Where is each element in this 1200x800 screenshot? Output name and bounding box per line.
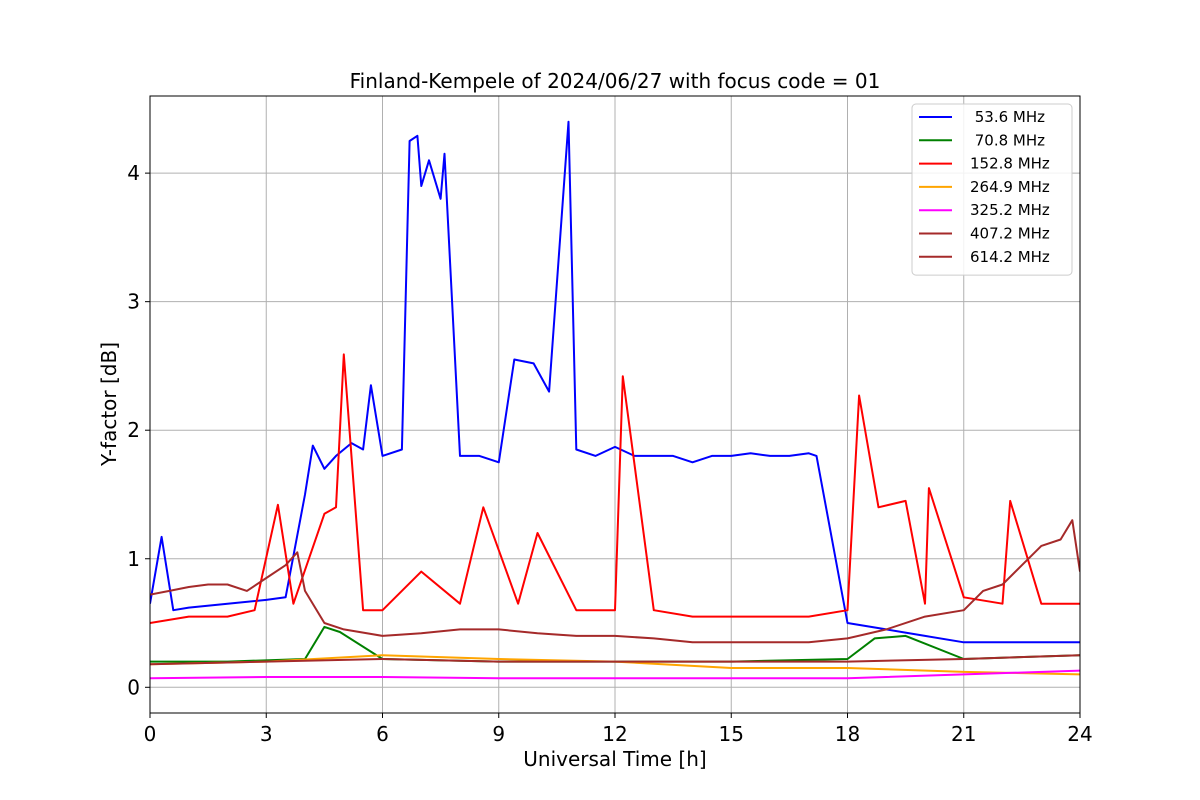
legend-entry-label: 70.8 MHz <box>970 131 1045 149</box>
legend-entry-label: 53.6 MHz <box>970 108 1045 126</box>
legend-entry-label: 614.2 MHz <box>970 248 1050 266</box>
y-axis: 0 1 2 3 4 <box>127 161 150 699</box>
legend-box <box>911 103 1073 276</box>
y-tick-label: 0 <box>127 675 140 699</box>
x-tick-label: 9 <box>492 722 505 746</box>
x-axis-label: Universal Time [h] <box>523 747 706 771</box>
x-tick-label: 24 <box>1067 722 1092 746</box>
legend: 53.6 MHz 70.8 MHz 152.8 MHz 264.9 MHz 325.2… <box>911 103 1073 276</box>
x-tick-label: 6 <box>376 722 389 746</box>
x-axis: 0 3 6 9 12 15 18 21 24 <box>144 713 1093 746</box>
y-tick-label: 1 <box>127 547 140 571</box>
x-tick-label: 12 <box>602 722 627 746</box>
series-line-2 <box>150 353 1080 624</box>
legend-entry-label: 407.2 MHz <box>970 225 1050 243</box>
chart-title: Finland-Kempele of 2024/06/27 with focus… <box>350 69 881 93</box>
x-tick-label: 18 <box>835 722 860 746</box>
legend-entry-label: 152.8 MHz <box>970 155 1050 173</box>
series-line-4 <box>150 669 1080 680</box>
x-tick-label: 3 <box>260 722 273 746</box>
plot-area <box>150 120 1080 680</box>
series-layer <box>150 120 1080 680</box>
y-tick-label: 4 <box>127 161 140 185</box>
x-tick-label: 15 <box>719 722 744 746</box>
y-axis-label: Y-factor [dB] <box>97 342 121 467</box>
y-tick-label: 3 <box>127 290 140 314</box>
legend-entry-label: 264.9 MHz <box>970 178 1050 196</box>
x-tick-label: 21 <box>951 722 976 746</box>
series-line-6 <box>150 519 1080 644</box>
x-tick-label: 0 <box>144 722 157 746</box>
series-line-5 <box>150 654 1080 666</box>
y-tick-label: 2 <box>127 418 140 442</box>
legend-entry-label: 325.2 MHz <box>970 201 1050 219</box>
series-line-0 <box>150 120 1080 644</box>
